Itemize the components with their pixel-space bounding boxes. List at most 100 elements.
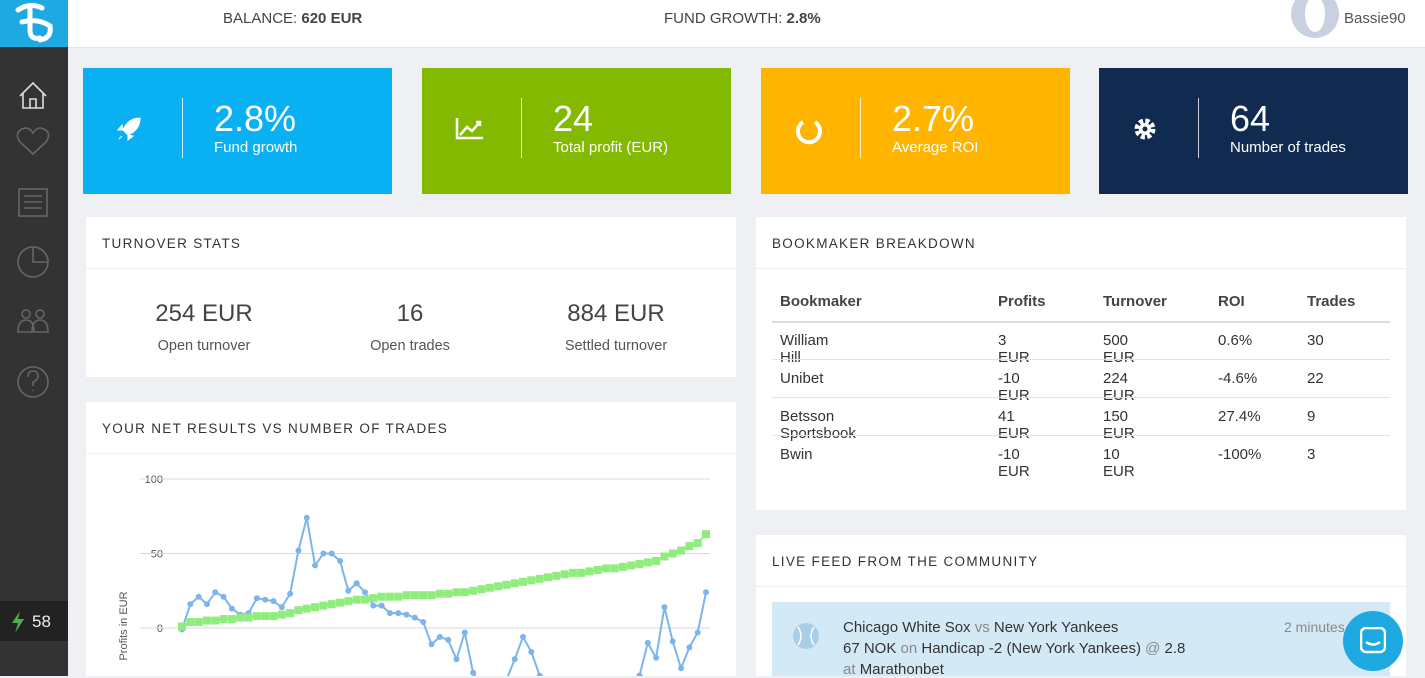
feed-bookmaker: at Marathonbet (843, 661, 944, 678)
row-rule (772, 359, 1390, 360)
energy-badge[interactable]: 58 (0, 601, 68, 641)
at: at (843, 661, 856, 678)
point (686, 644, 693, 651)
table-cell: Unibet (780, 370, 824, 387)
point (261, 612, 270, 621)
point (303, 514, 310, 521)
point (203, 601, 210, 608)
y-tick-label: 50 (151, 549, 163, 561)
y-axis-label: Profits in EUR (118, 591, 130, 660)
baseball-icon (793, 623, 819, 649)
series-line (181, 533, 707, 628)
kpi-card: 2.7% Average ROI (761, 68, 1070, 194)
point (445, 636, 452, 643)
point (337, 557, 344, 564)
point (477, 585, 486, 594)
feed-item[interactable]: Chicago White Sox vs New York Yankees 67… (772, 602, 1390, 678)
point (510, 579, 519, 588)
point (536, 672, 543, 676)
point (327, 600, 336, 609)
rocket-icon (116, 117, 141, 142)
bet: Handicap -2 (New York Yankees) (921, 640, 1141, 657)
point (585, 567, 594, 576)
bookmaker: Marathonbet (859, 661, 944, 678)
point (211, 616, 220, 625)
table-cell: 150 EUR (1103, 408, 1135, 442)
point (244, 613, 253, 622)
point (319, 601, 328, 610)
point (312, 562, 319, 569)
point (535, 574, 544, 583)
point (444, 589, 453, 598)
feed-bet: 67 NOK on Handicap -2 (New York Yankees)… (843, 640, 1185, 657)
badge-count: 58 (32, 612, 51, 631)
point (386, 610, 393, 617)
point (427, 591, 436, 600)
point (494, 582, 503, 591)
on: on (900, 640, 918, 657)
point (336, 598, 345, 607)
point (302, 604, 311, 613)
username[interactable]: Bassie90 (1344, 10, 1406, 27)
column-header: Turnover (1103, 293, 1167, 310)
panel-title: BOOKMAKER BREAKDOWN (772, 236, 976, 251)
point (320, 550, 327, 557)
column-header: Bookmaker (780, 293, 862, 310)
bookmaker-panel: BOOKMAKER BREAKDOWN (756, 217, 1406, 510)
kpi-label: Fund growth (214, 139, 298, 156)
point (470, 669, 477, 676)
point (643, 558, 652, 567)
point (593, 565, 602, 574)
balance: BALANCE: 620 EUR (223, 10, 362, 27)
lightning-icon (12, 611, 24, 633)
point (678, 665, 685, 672)
point (385, 592, 394, 601)
point (660, 552, 669, 561)
point (287, 590, 294, 597)
point (543, 573, 552, 582)
avatar[interactable] (1290, 0, 1340, 38)
panel-title: YOUR NET RESULTS VS NUMBER OF TRADES (102, 421, 449, 436)
series-line (181, 517, 707, 676)
point (228, 605, 235, 612)
point (394, 592, 403, 601)
sidebar (0, 0, 68, 676)
chat-icon (1360, 627, 1386, 654)
point (602, 564, 611, 573)
point (420, 619, 427, 626)
point (568, 568, 577, 577)
panel-title: TURNOVER STATS (102, 236, 242, 251)
chat-button[interactable] (1343, 611, 1403, 671)
point (669, 638, 676, 645)
kpi-label: Number of trades (1230, 139, 1346, 156)
kpi-value: 64 (1230, 98, 1271, 139)
point (436, 633, 443, 640)
feed-match: Chicago White Sox vs New York Yankees (843, 619, 1118, 636)
turnover-panel: TURNOVER STATS (86, 217, 736, 377)
stat: 884 EUR Settled turnover (513, 300, 719, 354)
table-cell: 9 (1307, 408, 1316, 425)
point (636, 672, 643, 676)
point (360, 595, 369, 604)
point (528, 648, 535, 655)
table-cell: 3 (1307, 446, 1316, 463)
point (178, 622, 186, 631)
stat-value: 16 (396, 300, 424, 327)
logo[interactable] (0, 0, 68, 47)
table-cell: 10 EUR (1103, 446, 1135, 480)
vs: vs (974, 619, 990, 636)
point (328, 550, 335, 557)
point (677, 546, 686, 555)
balance-value: 620 EUR (301, 10, 363, 27)
table-cell: 22 (1307, 370, 1324, 387)
point (419, 591, 428, 600)
chart-icon (455, 118, 483, 140)
point (618, 562, 627, 571)
point (527, 576, 536, 585)
stat: 254 EUR Open turnover (101, 300, 307, 354)
panel-title: LIVE FEED FROM THE COMMUNITY (772, 554, 1039, 569)
point (219, 615, 228, 624)
kpi-value: 2.7% (892, 98, 975, 139)
kpi-label: Average ROI (892, 139, 979, 156)
